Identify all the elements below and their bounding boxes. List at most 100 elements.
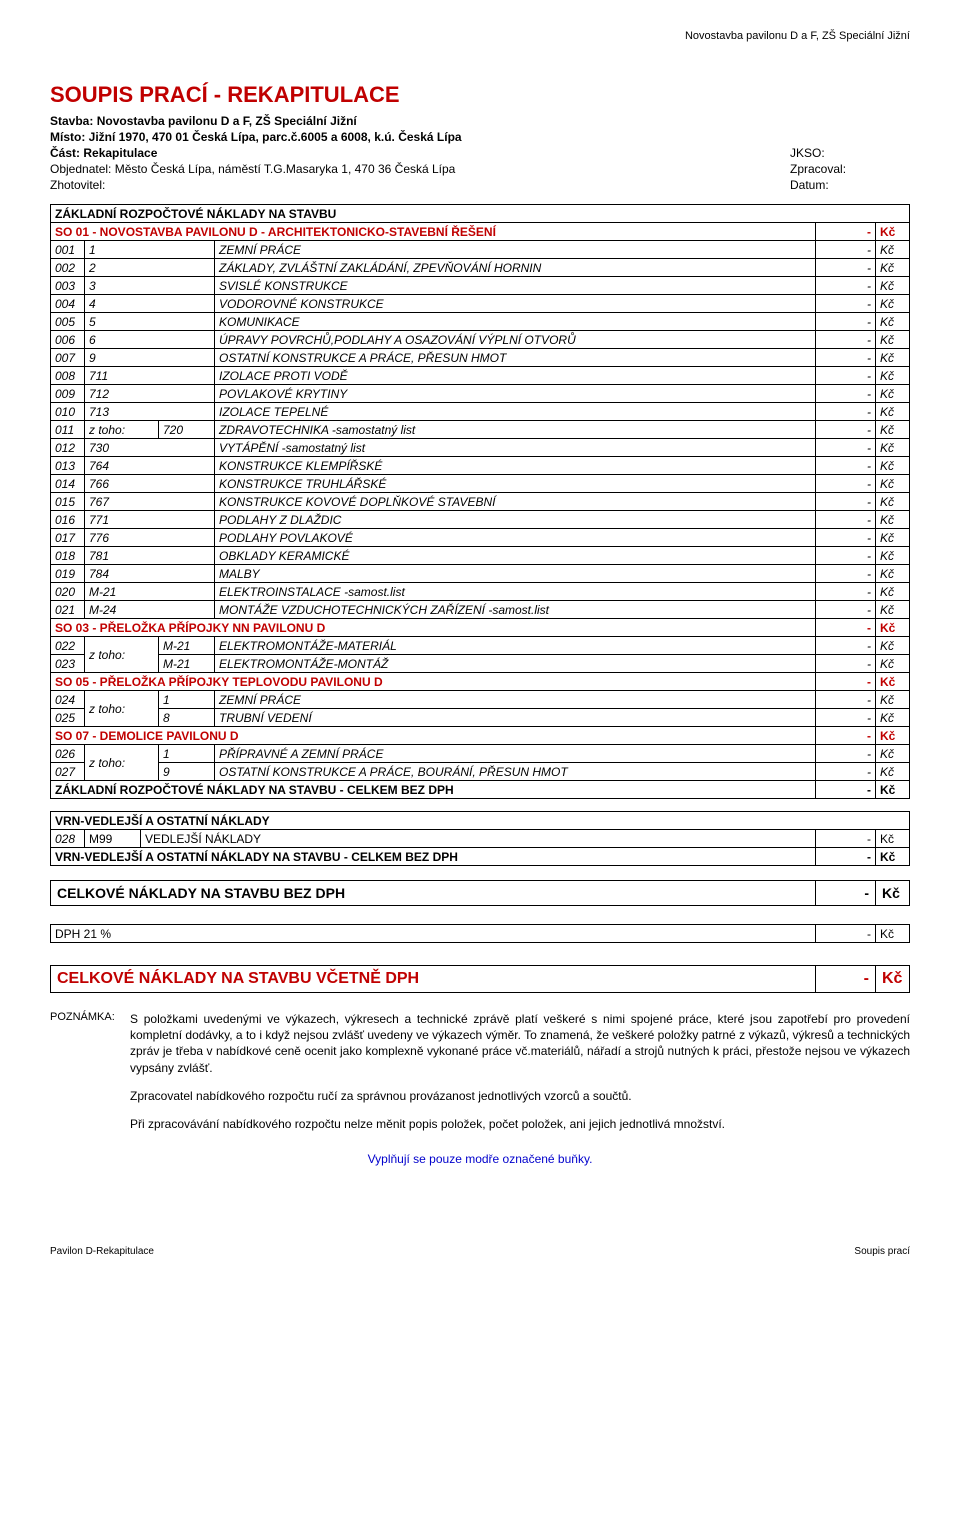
row-code: 776	[85, 529, 215, 547]
meta-misto: Místo: Jižní 1970, 470 01 Česká Lípa, pa…	[50, 130, 910, 144]
row-cur: Kč	[876, 583, 910, 601]
row-num: 019	[51, 565, 85, 583]
row-cur: Kč	[876, 331, 910, 349]
table-row: 010713IZOLACE TEPELNÉ-Kč	[51, 403, 910, 421]
meta-datum: Datum:	[790, 178, 910, 192]
row-amt: -	[816, 439, 876, 457]
vrn-head: VRN-VEDLEJŠÍ A OSTATNÍ NÁKLADY	[51, 812, 910, 830]
row-desc: POVLAKOVÉ KRYTINY	[214, 385, 815, 403]
row-desc: ZÁKLADY, ZVLÁŠTNÍ ZAKLÁDÁNÍ, ZPEVŇOVÁNÍ …	[214, 259, 815, 277]
row-cur: Kč	[876, 475, 910, 493]
so07-row: SO 07 - DEMOLICE PAVILONU D - Kč	[51, 727, 910, 745]
row-cur: Kč	[876, 259, 910, 277]
grand-bez-table: CELKOVÉ NÁKLADY NA STAVBU BEZ DPH - Kč	[50, 880, 910, 906]
row-code: 784	[85, 565, 215, 583]
so05-amt: -	[816, 673, 876, 691]
so03-amt: -	[816, 619, 876, 637]
row-num: 009	[51, 385, 85, 403]
row-num: 003	[51, 277, 85, 295]
row-desc: VEDLEJŠÍ NÁKLADY	[141, 830, 816, 848]
row-cur: Kč	[876, 763, 910, 781]
dph-table: DPH 21 % - Kč	[50, 924, 910, 943]
so07-cur: Kč	[876, 727, 910, 745]
row-cur: Kč	[876, 637, 910, 655]
so01-amt: -	[816, 223, 876, 241]
blue-note: Vyplňují se pouze modře označené buňky.	[50, 1152, 910, 1166]
table-row: 023 M-21 ELEKTROMONTÁŽE-MONTÁŽ - Kč	[51, 655, 910, 673]
note-p3: Při zpracovávání nabídkového rozpočtu ne…	[130, 1116, 910, 1132]
row-amt: -	[816, 295, 876, 313]
row-num: 013	[51, 457, 85, 475]
row-code: M-21	[158, 637, 214, 655]
so01-row: SO 01 - NOVOSTAVBA PAVILONU D - ARCHITEK…	[51, 223, 910, 241]
meta-stavba: Stavba: Novostavba pavilonu D a F, ZŠ Sp…	[50, 114, 910, 128]
header-project-name: Novostavba pavilonu D a F, ZŠ Speciální …	[50, 30, 910, 42]
table-row: 009712POVLAKOVÉ KRYTINY-Kč	[51, 385, 910, 403]
meta-misto-value: Jižní 1970, 470 01 Česká Lípa, parc.č.60…	[89, 130, 462, 144]
grand-bez-label: CELKOVÉ NÁKLADY NA STAVBU BEZ DPH	[51, 881, 816, 906]
row-num: 014	[51, 475, 85, 493]
dph-cur: Kč	[876, 925, 910, 943]
row-cur: Kč	[876, 295, 910, 313]
grand-vc-table: CELKOVÉ NÁKLADY NA STAVBU VČETNĚ DPH - K…	[50, 965, 910, 993]
row-cur: Kč	[876, 745, 910, 763]
so03-title: SO 03 - PŘELOŽKA PŘÍPOJKY NN PAVILONU D	[51, 619, 816, 637]
row-num: 005	[51, 313, 85, 331]
dph-row: DPH 21 % - Kč	[51, 925, 910, 943]
row-code: 766	[85, 475, 215, 493]
row-code: M99	[85, 830, 141, 848]
row-num: 015	[51, 493, 85, 511]
row-num: 026	[51, 745, 85, 763]
total1-row: ZÁKLADNÍ ROZPOČTOVÉ NÁKLADY NA STAVBU - …	[51, 781, 910, 799]
row-code: 5	[85, 313, 215, 331]
vrn-total-label: VRN-VEDLEJŠÍ A OSTATNÍ NÁKLADY NA STAVBU…	[51, 848, 816, 866]
footer-left: Pavilon D-Rekapitulace	[50, 1246, 154, 1257]
row-code: 2	[85, 259, 215, 277]
row-num: 012	[51, 439, 85, 457]
row-code: 712	[85, 385, 215, 403]
table-row: 025 8 TRUBNÍ VEDENÍ - Kč	[51, 709, 910, 727]
table-row: 021M-24MONTÁŽE VZDUCHOTECHNICKÝCH ZAŘÍZE…	[51, 601, 910, 619]
meta-misto-label: Místo:	[50, 130, 85, 144]
row-amt: -	[816, 493, 876, 511]
row-code: M-21	[158, 655, 214, 673]
ztoho-label: z toho:	[85, 637, 159, 673]
so03-row: SO 03 - PŘELOŽKA PŘÍPOJKY NN PAVILONU D …	[51, 619, 910, 637]
so05-title: SO 05 - PŘELOŽKA PŘÍPOJKY TEPLOVODU PAVI…	[51, 673, 816, 691]
vrn-total-cur: Kč	[876, 848, 910, 866]
so01-title: SO 01 - NOVOSTAVBA PAVILONU D - ARCHITEK…	[51, 223, 816, 241]
total1-label: ZÁKLADNÍ ROZPOČTOVÉ NÁKLADY NA STAVBU - …	[51, 781, 816, 799]
so07-title: SO 07 - DEMOLICE PAVILONU D	[51, 727, 816, 745]
row-cur: Kč	[876, 709, 910, 727]
row-num: 002	[51, 259, 85, 277]
row-amt: -	[816, 511, 876, 529]
row-code: M-24	[85, 601, 215, 619]
section-head-row: ZÁKLADNÍ ROZPOČTOVÉ NÁKLADY NA STAVBU	[51, 205, 910, 223]
row-desc: PODLAHY Z DLAŽDIC	[214, 511, 815, 529]
row-cur: Kč	[876, 403, 910, 421]
row-cur: Kč	[876, 241, 910, 259]
row-num: 018	[51, 547, 85, 565]
row-desc: MONTÁŽE VZDUCHOTECHNICKÝCH ZAŘÍZENÍ -sam…	[214, 601, 815, 619]
row-desc: ZEMNÍ PRÁCE	[214, 691, 815, 709]
row-num: 027	[51, 763, 85, 781]
row-desc: KONSTRUKCE KLEMPÍŘSKÉ	[214, 457, 815, 475]
row-num: 001	[51, 241, 85, 259]
row-amt: -	[816, 709, 876, 727]
table-row: 0022ZÁKLADY, ZVLÁŠTNÍ ZAKLÁDÁNÍ, ZPEVŇOV…	[51, 259, 910, 277]
table-row: 016771PODLAHY Z DLAŽDIC-Kč	[51, 511, 910, 529]
row-amt: -	[816, 691, 876, 709]
row-code: 9	[158, 763, 214, 781]
row-desc: SVISLÉ KONSTRUKCE	[214, 277, 815, 295]
table-row: 011z toho:720ZDRAVOTECHNIKA -samostatný …	[51, 421, 910, 439]
row-code: 1	[158, 745, 214, 763]
row-code: 6	[85, 331, 215, 349]
row-num: 022	[51, 637, 85, 655]
row-amt: -	[816, 655, 876, 673]
meta-cast-label: Část:	[50, 146, 80, 160]
row-desc: ELEKTROMONTÁŽE-MONTÁŽ	[214, 655, 815, 673]
vrn-table: VRN-VEDLEJŠÍ A OSTATNÍ NÁKLADY 028 M99 V…	[50, 811, 910, 866]
meta-cast-value: Rekapitulace	[83, 146, 157, 160]
meta-zhotovitel: Zhotovitel:	[50, 178, 790, 192]
row-cur: Kč	[876, 421, 910, 439]
